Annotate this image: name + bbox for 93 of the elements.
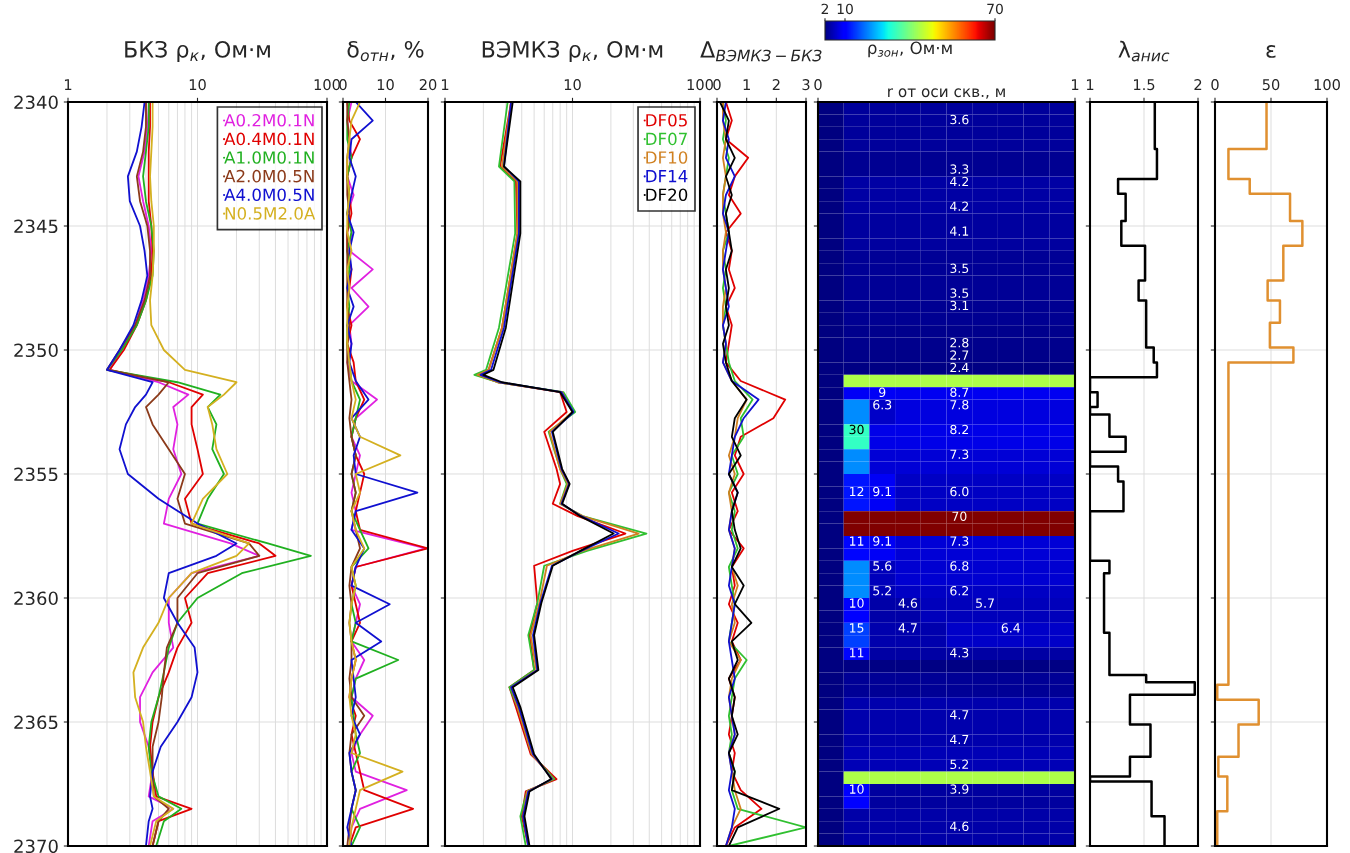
chart-title: Δ$_{ВЭМКЗ−БКЗ}$ bbox=[700, 41, 822, 62]
data-label: 4.7 bbox=[950, 734, 969, 745]
data-label: 3.5 bbox=[950, 288, 969, 298]
x-tick-label: 3 bbox=[802, 79, 810, 91]
data-label: 12 bbox=[849, 486, 864, 497]
y-tick-label: 2355 bbox=[14, 467, 58, 482]
data-label: 2.4 bbox=[950, 362, 969, 373]
x-tick-label: 0 bbox=[814, 79, 822, 91]
data-label: 6.4 bbox=[1001, 623, 1020, 633]
data-label: 3.6 bbox=[950, 114, 969, 125]
x-tick-label: 1.5 bbox=[1134, 79, 1155, 91]
x-tick-label: 1 bbox=[441, 79, 449, 90]
data-label: 6.2 bbox=[950, 585, 969, 596]
data-label: 4.2 bbox=[950, 201, 969, 211]
x-tick-label: 1 bbox=[1086, 79, 1094, 90]
data-label: 5.2 bbox=[950, 759, 969, 770]
color-bar-label: 10 bbox=[837, 3, 853, 15]
data-label: 10 bbox=[849, 784, 864, 794]
data-label: 4.7 bbox=[898, 623, 917, 633]
color-bar-title: ρ$_{зон}$, Ом·м bbox=[868, 41, 952, 58]
x-tick-label: 1 bbox=[743, 79, 750, 90]
legend-label: A0.2M0.1N bbox=[224, 113, 314, 127]
chart-title: λ$_{анис}$ bbox=[1118, 40, 1170, 62]
x-tick-label: 10 bbox=[564, 79, 581, 91]
x-tick-label: 20 bbox=[419, 79, 437, 91]
x-tick-label: 100 bbox=[314, 79, 340, 91]
data-label: 5.6 bbox=[873, 561, 892, 571]
x-tick-label: 2 bbox=[772, 79, 780, 90]
data-label: 15 bbox=[849, 623, 864, 633]
data-label: 4.6 bbox=[950, 821, 969, 832]
data-label: 10 bbox=[849, 598, 864, 608]
x-axis-title: r от оси скв., м bbox=[888, 88, 1005, 99]
data-label: 2.8 bbox=[950, 337, 969, 348]
legend-label: DF05 bbox=[646, 113, 687, 127]
x-tick-label: 100 bbox=[687, 79, 713, 91]
y-tick-label: 2340 bbox=[14, 95, 58, 110]
data-label: 11 bbox=[849, 536, 864, 546]
legend-label: A1.0M0.1N bbox=[224, 151, 314, 164]
x-tick-label: 1 bbox=[64, 79, 72, 90]
data-label: 8.2 bbox=[950, 424, 969, 435]
legend-label: DF20 bbox=[646, 188, 688, 202]
x-tick-label: 0 bbox=[1211, 79, 1219, 91]
color-bar-label: 70 bbox=[987, 3, 1003, 15]
data-label: 5.7 bbox=[976, 598, 994, 608]
y-tick-label: 2345 bbox=[14, 219, 58, 234]
data-label: 8.7 bbox=[950, 387, 969, 398]
data-label: 6.8 bbox=[950, 561, 969, 571]
data-label: 11 bbox=[849, 648, 864, 658]
data-label: 3.5 bbox=[950, 263, 969, 274]
data-label: 7.3 bbox=[950, 449, 969, 460]
chart-title: ε bbox=[1266, 45, 1276, 58]
legend-label: DF07 bbox=[646, 132, 687, 146]
color-bar-label: 2 bbox=[821, 3, 829, 14]
legend-label: A4.0M0.5N bbox=[224, 188, 314, 202]
data-label: 4.7 bbox=[950, 710, 969, 720]
y-tick-label: 2360 bbox=[14, 591, 58, 606]
data-label: 7.8 bbox=[950, 399, 969, 410]
legend-label: N0.5M2.0A bbox=[225, 207, 316, 220]
data-label: 3.9 bbox=[950, 784, 969, 794]
data-label: 4.6 bbox=[898, 598, 918, 608]
x-tick-label: 10 bbox=[189, 79, 206, 91]
data-label: 4.2 bbox=[950, 176, 969, 187]
x-tick-label: 10 bbox=[377, 79, 394, 91]
data-label: 6.0 bbox=[950, 486, 969, 497]
data-label: 9.1 bbox=[873, 536, 892, 546]
chart-title: δ$_{отн}$, % bbox=[347, 40, 424, 62]
data-label: 70 bbox=[952, 511, 967, 522]
x-tick-label: 2 bbox=[1194, 79, 1202, 90]
y-tick-label: 2350 bbox=[14, 343, 58, 358]
legend-label: DF14 bbox=[646, 170, 688, 183]
y-tick-label: 2365 bbox=[14, 715, 58, 730]
y-tick-label: 2370 bbox=[14, 839, 58, 853]
legend-label: A0.4M0.1N bbox=[224, 132, 314, 146]
x-tick-label: 0 bbox=[713, 79, 721, 91]
data-label: 5.2 bbox=[873, 585, 891, 596]
x-tick-label: 100 bbox=[1314, 79, 1340, 91]
chart-title: БКЗ ρ$_{к}$, Ом·м bbox=[125, 40, 270, 62]
data-label: 7.3 bbox=[950, 536, 969, 546]
data-label: 9 bbox=[879, 387, 886, 398]
x-tick-label: 0 bbox=[339, 79, 347, 91]
legend-label: A2.0M0.5N bbox=[224, 169, 314, 183]
chart-title: ВЭМКЗ ρ$_{к}$, Ом·м bbox=[482, 40, 663, 62]
data-label: 3.1 bbox=[950, 300, 969, 311]
data-label: 2.7 bbox=[950, 350, 969, 360]
x-tick-label: 1 bbox=[1071, 79, 1079, 90]
data-label: 4.3 bbox=[950, 647, 969, 658]
data-label: 9.1 bbox=[873, 486, 892, 497]
data-label: 6.3 bbox=[873, 399, 892, 410]
legend-label: DF10 bbox=[646, 151, 688, 164]
x-tick-label: 50 bbox=[1262, 79, 1280, 91]
data-label: 30 bbox=[849, 424, 864, 435]
data-label: 4.1 bbox=[950, 226, 969, 236]
data-label: 3.3 bbox=[950, 164, 969, 174]
